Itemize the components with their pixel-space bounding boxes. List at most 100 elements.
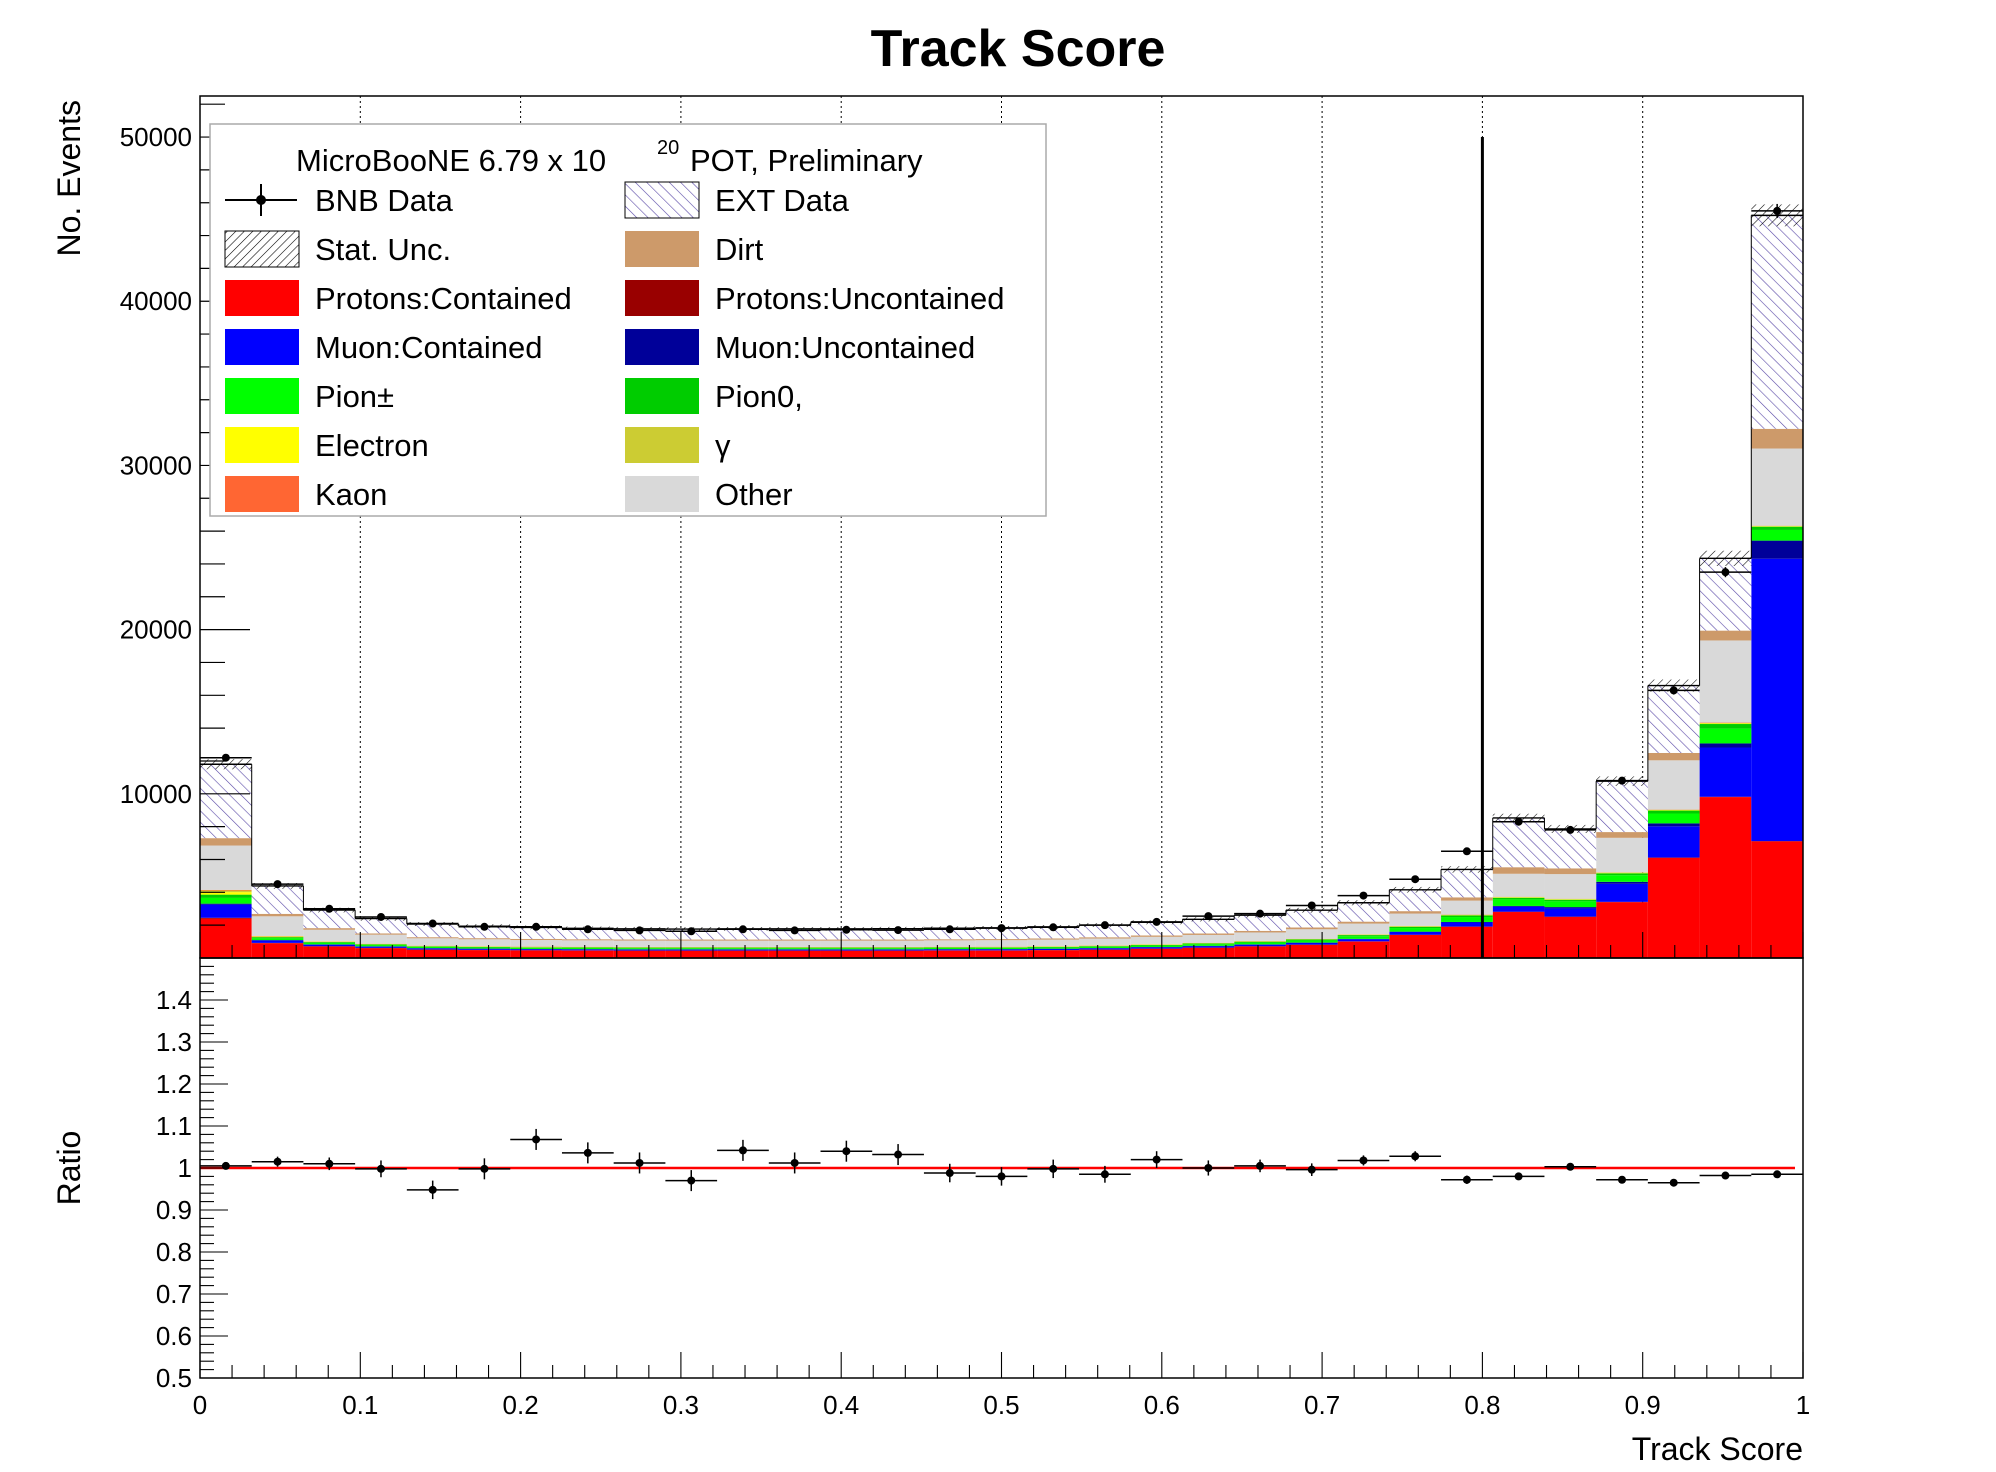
y-tick-label: 10000	[120, 779, 192, 809]
bar	[1751, 540, 1803, 559]
bar	[1079, 938, 1131, 946]
bar	[406, 924, 459, 938]
bar	[1647, 685, 1700, 753]
data-point	[1669, 686, 1678, 695]
bar	[768, 940, 821, 947]
legend-swatch	[224, 230, 300, 268]
series-muon-uncontained	[200, 540, 1803, 950]
x-tick-label: 0.8	[1464, 1390, 1500, 1420]
ratio-tick-label: 1.1	[156, 1111, 192, 1141]
bar	[1182, 944, 1235, 946]
ratio-point	[1307, 1165, 1316, 1174]
bar	[1596, 873, 1648, 876]
ratio-point	[273, 1157, 282, 1166]
data-point	[790, 926, 799, 935]
legend-label: Dirt	[715, 232, 764, 267]
ratio-point	[221, 1161, 230, 1170]
data-point	[532, 922, 541, 931]
bar	[1492, 817, 1545, 868]
lower-y-axis: 0.5 0.6 0.7 0.8 0.9 1 1.1 1.2 1.3 1.4	[156, 957, 228, 1393]
bar	[1182, 934, 1235, 943]
data-point	[1411, 875, 1420, 884]
data-point	[1359, 891, 1368, 900]
ratio-point	[1204, 1164, 1213, 1172]
y-tick-label: 20000	[120, 615, 192, 645]
bar	[200, 838, 252, 846]
bar	[1337, 941, 1390, 958]
data-point	[1049, 923, 1058, 932]
y-tick-label: 40000	[120, 286, 192, 316]
bar	[1596, 902, 1648, 958]
bar	[665, 948, 718, 950]
bar	[200, 904, 252, 918]
data-point	[1152, 917, 1161, 926]
bar	[1492, 873, 1545, 897]
bar	[251, 937, 304, 939]
data-point	[480, 922, 489, 931]
ratio-tick-label: 0.8	[156, 1237, 192, 1267]
bar	[458, 948, 511, 950]
bar	[768, 947, 821, 949]
bar	[1389, 911, 1442, 914]
bar	[1130, 948, 1183, 958]
bar	[1647, 760, 1700, 810]
x-tick-label: 0.9	[1625, 1390, 1661, 1420]
bar	[1234, 944, 1286, 947]
bar	[458, 950, 511, 958]
series-ext-data	[200, 215, 1803, 940]
bar	[303, 942, 356, 945]
bar	[1647, 823, 1700, 827]
data-point	[428, 919, 437, 928]
series-dirt	[200, 428, 1803, 941]
bar	[665, 939, 718, 941]
bar	[458, 938, 511, 940]
bar	[303, 928, 356, 930]
bar	[1544, 907, 1597, 909]
bar	[1182, 947, 1235, 958]
bar	[1647, 857, 1700, 958]
data-point	[325, 904, 334, 913]
bar	[303, 942, 356, 943]
bar	[1544, 901, 1597, 908]
bar	[1130, 935, 1183, 937]
bar	[1182, 919, 1235, 934]
bar	[717, 948, 769, 950]
data-point	[1618, 776, 1627, 785]
bar	[1751, 558, 1803, 842]
data-point	[738, 925, 747, 934]
bar	[923, 950, 976, 958]
legend-swatch	[225, 476, 299, 512]
bar	[1441, 926, 1493, 958]
bar	[1699, 724, 1752, 729]
ratio-axis-label: Ratio	[51, 1131, 87, 1206]
bar	[1285, 910, 1338, 928]
legend-swatch	[625, 476, 699, 512]
ratio-point	[738, 1146, 747, 1155]
bar	[1130, 945, 1183, 947]
data-point	[1514, 817, 1523, 826]
bar	[200, 894, 252, 898]
bar	[613, 950, 666, 958]
bar	[200, 917, 252, 919]
bar	[1647, 826, 1700, 858]
data-point	[1773, 206, 1782, 215]
bar	[820, 950, 873, 958]
bar	[200, 764, 252, 839]
bar	[1441, 915, 1493, 918]
bar	[303, 929, 356, 942]
legend-label: Muon:Uncontained	[715, 330, 975, 365]
bar	[1389, 928, 1442, 932]
bar	[820, 949, 873, 951]
bar	[251, 938, 304, 941]
x-tick-label: 0.7	[1304, 1390, 1340, 1420]
bar	[1027, 926, 1080, 939]
bar	[1544, 908, 1597, 917]
bar	[1337, 939, 1390, 942]
ratio-points	[200, 1128, 1803, 1200]
legend-swatch	[225, 280, 299, 316]
data-point	[635, 926, 644, 935]
bar	[510, 938, 562, 941]
data-point	[687, 927, 696, 936]
bar	[613, 947, 666, 949]
bar	[251, 885, 304, 914]
